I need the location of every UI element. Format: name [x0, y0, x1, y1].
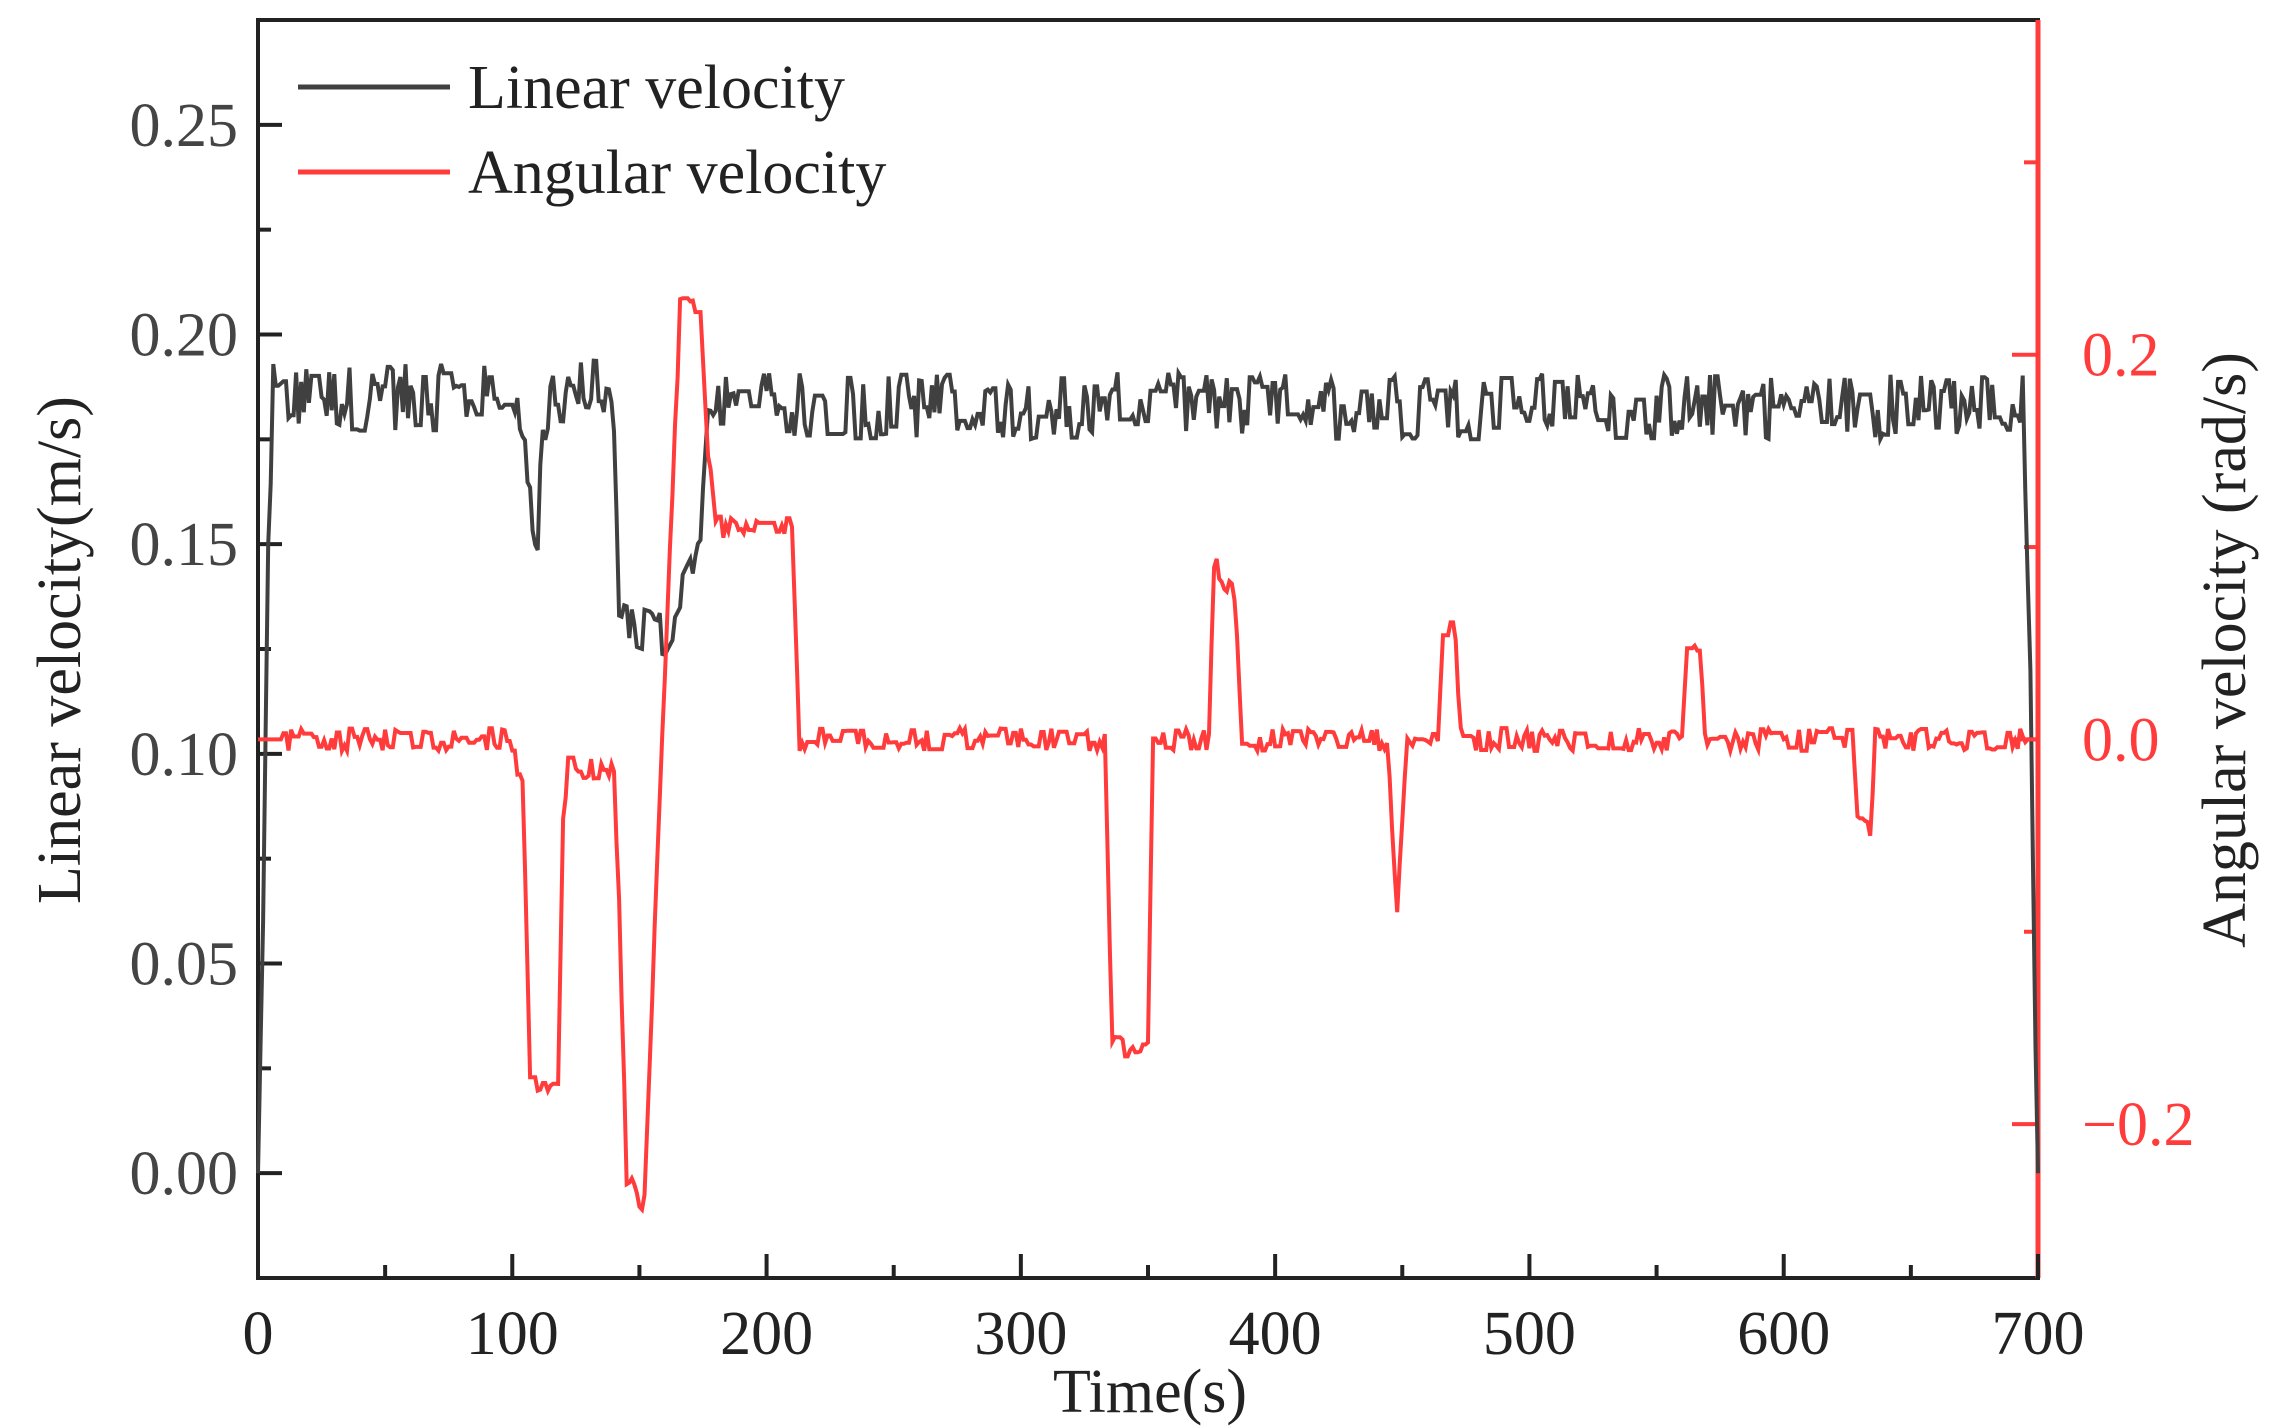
legend-label-linear: Linear velocity: [468, 54, 845, 122]
y-tick-label: 0.20: [130, 302, 239, 370]
x-tick-label: 300: [974, 1300, 1067, 1368]
y2-axis-title: Angular velocity (rad/s): [2191, 352, 2259, 948]
y-tick-label: 0.00: [130, 1140, 239, 1208]
x-tick-label: 0: [243, 1300, 274, 1368]
x-tick-label: 600: [1737, 1300, 1830, 1368]
plot-frame: [256, 18, 2040, 1280]
x-tick-label: 700: [1992, 1300, 2085, 1368]
series-line-angular: [258, 296, 2038, 1214]
x-tick-label: 500: [1483, 1300, 1576, 1368]
y2-tick-label: 0.0: [2082, 706, 2160, 774]
legend: Linear velocity Angular velocity: [298, 54, 886, 207]
x-tick-label: 400: [1229, 1300, 1322, 1368]
y2-tick-label: 0.2: [2082, 322, 2160, 390]
y-tick-label: 0.25: [130, 92, 239, 160]
x-tick-label: 200: [720, 1300, 813, 1368]
y2-tick-label: −0.2: [2082, 1091, 2194, 1159]
axis-ticks: [256, 18, 2040, 1278]
series-layer: [256, 296, 2040, 1214]
legend-label-angular: Angular velocity: [468, 139, 886, 207]
tick-labels: 0 100 200 300 400 500 600 700 0.00 0.05 0.10 0.15 0.…: [130, 92, 2195, 1368]
y-axis-title: Linear velocity(m/s): [26, 396, 94, 904]
y-tick-label: 0.15: [130, 511, 239, 579]
series-line-linear: [256, 358, 2040, 1174]
y-tick-label: 0.10: [130, 721, 239, 789]
x-axis-title: Time(s): [1053, 1358, 1247, 1426]
x-tick-label: 100: [466, 1300, 559, 1368]
y-tick-label: 0.05: [130, 931, 239, 999]
